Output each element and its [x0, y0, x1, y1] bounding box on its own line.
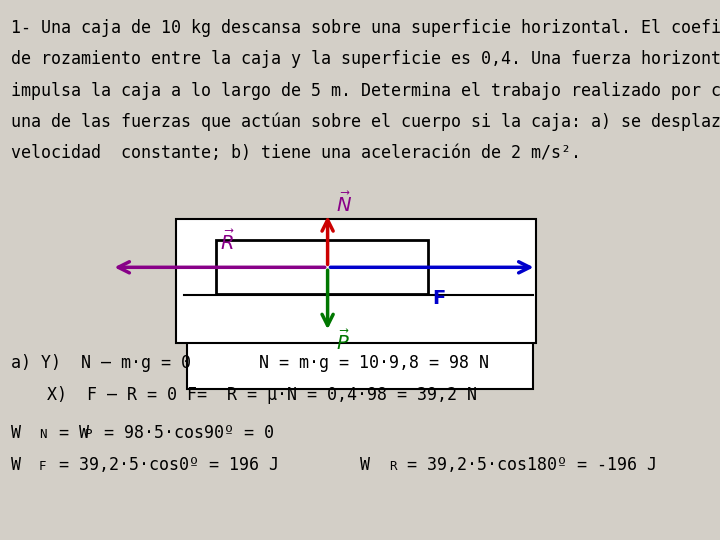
Text: = 98·5·cos90º = 0: = 98·5·cos90º = 0 — [94, 424, 274, 442]
Text: = 39,2·5·cos0º = 196 J: = 39,2·5·cos0º = 196 J — [49, 456, 279, 474]
Bar — [176, 219, 536, 343]
Text: N: N — [39, 428, 46, 441]
Text: X)  F – R = 0 F=  R = μ·N = 0,4·98 = 39,2 N: X) F – R = 0 F= R = μ·N = 0,4·98 = 39,2 … — [47, 386, 477, 404]
Text: P: P — [85, 428, 92, 441]
Bar — [187, 227, 533, 389]
Text: F: F — [39, 460, 46, 473]
Text: a) Y)  N – m·g = 0: a) Y) N – m·g = 0 — [11, 354, 191, 372]
Text: de rozamiento entre la caja y la superficie es 0,4. Una fuerza horizontal: de rozamiento entre la caja y la superfi… — [11, 50, 720, 68]
Text: W: W — [360, 456, 370, 474]
Text: = 39,2·5·cos180º = -196 J: = 39,2·5·cos180º = -196 J — [397, 456, 657, 474]
Text: N = m·g = 10·9,8 = 98 N: N = m·g = 10·9,8 = 98 N — [259, 354, 489, 372]
Text: F: F — [432, 289, 445, 308]
Text: W: W — [11, 456, 21, 474]
Text: = W: = W — [49, 424, 89, 442]
Text: W: W — [11, 424, 21, 442]
Text: una de las fuerzas que actúan sobre el cuerpo si la caja: a) se desplaza con: una de las fuerzas que actúan sobre el c… — [11, 113, 720, 131]
Text: velocidad  constante; b) tiene una aceleración de 2 m/s².: velocidad constante; b) tiene una aceler… — [11, 144, 581, 162]
Text: 1- Una caja de 10 kg descansa sobre una superficie horizontal. El coeficiente: 1- Una caja de 10 kg descansa sobre una … — [11, 19, 720, 37]
Text: impulsa la caja a lo largo de 5 m. Determina el trabajo realizado por cada: impulsa la caja a lo largo de 5 m. Deter… — [11, 82, 720, 99]
Text: $\vec{R}$: $\vec{R}$ — [220, 230, 235, 254]
Bar — [216, 240, 428, 294]
Text: $\vec{P}$: $\vec{P}$ — [336, 329, 350, 354]
Text: $\vec{N}$: $\vec{N}$ — [336, 192, 352, 216]
Text: R: R — [389, 460, 396, 473]
